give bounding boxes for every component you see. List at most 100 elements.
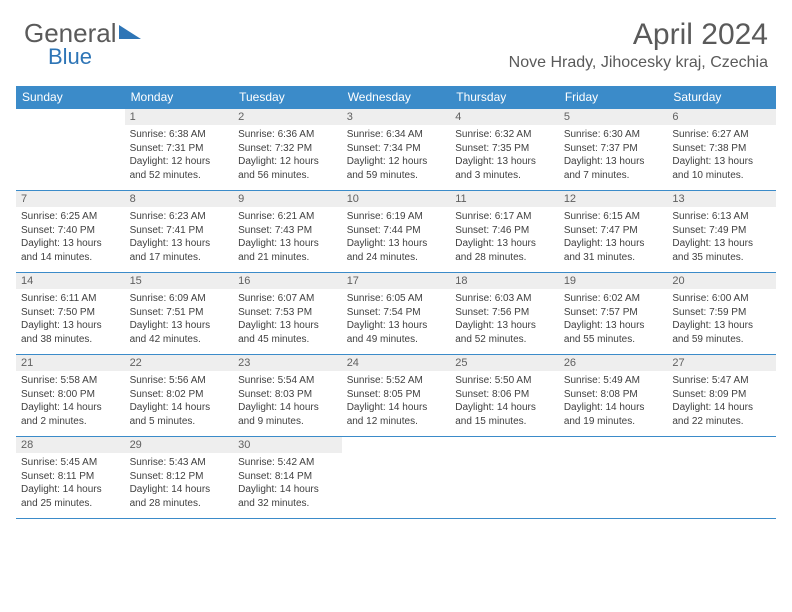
day-number: 25 xyxy=(450,355,559,371)
calendar-day-cell: 13Sunrise: 6:13 AMSunset: 7:49 PMDayligh… xyxy=(667,191,776,273)
calendar-day-cell: 28Sunrise: 5:45 AMSunset: 8:11 PMDayligh… xyxy=(16,437,125,519)
calendar-week-row: 1Sunrise: 6:38 AMSunset: 7:31 PMDaylight… xyxy=(16,109,776,191)
day-number: 5 xyxy=(559,109,668,125)
day-header: Thursday xyxy=(450,86,559,109)
day-details: Sunrise: 6:19 AMSunset: 7:44 PMDaylight:… xyxy=(342,207,451,272)
day-number: 19 xyxy=(559,273,668,289)
page-title: April 2024 xyxy=(509,18,768,52)
calendar-day-cell: 10Sunrise: 6:19 AMSunset: 7:44 PMDayligh… xyxy=(342,191,451,273)
day-number: 4 xyxy=(450,109,559,125)
header: General Blue April 2024 Nove Hrady, Jiho… xyxy=(0,0,792,80)
day-details: Sunrise: 5:58 AMSunset: 8:00 PMDaylight:… xyxy=(16,371,125,436)
day-details: Sunrise: 6:03 AMSunset: 7:56 PMDaylight:… xyxy=(450,289,559,354)
calendar-day-cell: 30Sunrise: 5:42 AMSunset: 8:14 PMDayligh… xyxy=(233,437,342,519)
calendar-week-row: 14Sunrise: 6:11 AMSunset: 7:50 PMDayligh… xyxy=(16,273,776,355)
calendar-day-cell: 29Sunrise: 5:43 AMSunset: 8:12 PMDayligh… xyxy=(125,437,234,519)
day-details: Sunrise: 6:23 AMSunset: 7:41 PMDaylight:… xyxy=(125,207,234,272)
calendar-day-cell: 11Sunrise: 6:17 AMSunset: 7:46 PMDayligh… xyxy=(450,191,559,273)
day-number: 22 xyxy=(125,355,234,371)
day-number: 8 xyxy=(125,191,234,207)
day-details: Sunrise: 6:17 AMSunset: 7:46 PMDaylight:… xyxy=(450,207,559,272)
calendar-day-cell: 25Sunrise: 5:50 AMSunset: 8:06 PMDayligh… xyxy=(450,355,559,437)
day-details: Sunrise: 5:52 AMSunset: 8:05 PMDaylight:… xyxy=(342,371,451,436)
day-details: Sunrise: 6:25 AMSunset: 7:40 PMDaylight:… xyxy=(16,207,125,272)
day-header: Saturday xyxy=(667,86,776,109)
calendar-day-cell: 3Sunrise: 6:34 AMSunset: 7:34 PMDaylight… xyxy=(342,109,451,191)
calendar-day-cell xyxy=(342,437,451,519)
calendar-day-cell: 5Sunrise: 6:30 AMSunset: 7:37 PMDaylight… xyxy=(559,109,668,191)
logo-triangle-icon xyxy=(119,25,141,39)
day-number: 29 xyxy=(125,437,234,453)
day-details: Sunrise: 5:49 AMSunset: 8:08 PMDaylight:… xyxy=(559,371,668,436)
calendar-body: 1Sunrise: 6:38 AMSunset: 7:31 PMDaylight… xyxy=(16,109,776,519)
calendar-day-cell: 17Sunrise: 6:05 AMSunset: 7:54 PMDayligh… xyxy=(342,273,451,355)
calendar-day-cell: 24Sunrise: 5:52 AMSunset: 8:05 PMDayligh… xyxy=(342,355,451,437)
day-number: 28 xyxy=(16,437,125,453)
calendar-week-row: 28Sunrise: 5:45 AMSunset: 8:11 PMDayligh… xyxy=(16,437,776,519)
day-details: Sunrise: 6:36 AMSunset: 7:32 PMDaylight:… xyxy=(233,125,342,190)
day-number: 15 xyxy=(125,273,234,289)
day-details: Sunrise: 6:11 AMSunset: 7:50 PMDaylight:… xyxy=(16,289,125,354)
day-details: Sunrise: 6:02 AMSunset: 7:57 PMDaylight:… xyxy=(559,289,668,354)
calendar-week-row: 21Sunrise: 5:58 AMSunset: 8:00 PMDayligh… xyxy=(16,355,776,437)
day-details: Sunrise: 6:27 AMSunset: 7:38 PMDaylight:… xyxy=(667,125,776,190)
day-number: 13 xyxy=(667,191,776,207)
calendar-day-cell: 7Sunrise: 6:25 AMSunset: 7:40 PMDaylight… xyxy=(16,191,125,273)
calendar-day-cell xyxy=(16,109,125,191)
day-number: 12 xyxy=(559,191,668,207)
day-number: 27 xyxy=(667,355,776,371)
day-details: Sunrise: 6:00 AMSunset: 7:59 PMDaylight:… xyxy=(667,289,776,354)
calendar-day-cell: 16Sunrise: 6:07 AMSunset: 7:53 PMDayligh… xyxy=(233,273,342,355)
day-details: Sunrise: 6:09 AMSunset: 7:51 PMDaylight:… xyxy=(125,289,234,354)
day-number: 7 xyxy=(16,191,125,207)
day-details: Sunrise: 5:45 AMSunset: 8:11 PMDaylight:… xyxy=(16,453,125,518)
day-number: 26 xyxy=(559,355,668,371)
day-details: Sunrise: 5:42 AMSunset: 8:14 PMDaylight:… xyxy=(233,453,342,518)
day-number: 20 xyxy=(667,273,776,289)
page-subtitle: Nove Hrady, Jihocesky kraj, Czechia xyxy=(509,54,768,72)
title-block: April 2024 Nove Hrady, Jihocesky kraj, C… xyxy=(509,18,768,72)
day-details: Sunrise: 6:05 AMSunset: 7:54 PMDaylight:… xyxy=(342,289,451,354)
calendar-day-cell xyxy=(667,437,776,519)
calendar-day-cell: 6Sunrise: 6:27 AMSunset: 7:38 PMDaylight… xyxy=(667,109,776,191)
day-details: Sunrise: 5:56 AMSunset: 8:02 PMDaylight:… xyxy=(125,371,234,436)
day-header: Sunday xyxy=(16,86,125,109)
calendar-day-cell: 9Sunrise: 6:21 AMSunset: 7:43 PMDaylight… xyxy=(233,191,342,273)
calendar-day-cell: 2Sunrise: 6:36 AMSunset: 7:32 PMDaylight… xyxy=(233,109,342,191)
day-details: Sunrise: 6:21 AMSunset: 7:43 PMDaylight:… xyxy=(233,207,342,272)
day-number: 3 xyxy=(342,109,451,125)
day-details: Sunrise: 5:43 AMSunset: 8:12 PMDaylight:… xyxy=(125,453,234,518)
calendar-day-cell: 20Sunrise: 6:00 AMSunset: 7:59 PMDayligh… xyxy=(667,273,776,355)
calendar-day-cell: 12Sunrise: 6:15 AMSunset: 7:47 PMDayligh… xyxy=(559,191,668,273)
day-number: 10 xyxy=(342,191,451,207)
day-details: Sunrise: 6:38 AMSunset: 7:31 PMDaylight:… xyxy=(125,125,234,190)
logo-text-2: Blue xyxy=(48,44,92,70)
calendar-table: SundayMondayTuesdayWednesdayThursdayFrid… xyxy=(16,86,776,519)
calendar-day-cell xyxy=(559,437,668,519)
day-details: Sunrise: 6:07 AMSunset: 7:53 PMDaylight:… xyxy=(233,289,342,354)
calendar-day-cell: 22Sunrise: 5:56 AMSunset: 8:02 PMDayligh… xyxy=(125,355,234,437)
day-number: 9 xyxy=(233,191,342,207)
day-details: Sunrise: 6:13 AMSunset: 7:49 PMDaylight:… xyxy=(667,207,776,272)
day-header: Monday xyxy=(125,86,234,109)
day-header: Friday xyxy=(559,86,668,109)
day-number: 11 xyxy=(450,191,559,207)
calendar-day-cell: 19Sunrise: 6:02 AMSunset: 7:57 PMDayligh… xyxy=(559,273,668,355)
day-details: Sunrise: 6:32 AMSunset: 7:35 PMDaylight:… xyxy=(450,125,559,190)
day-number: 23 xyxy=(233,355,342,371)
calendar-day-cell: 15Sunrise: 6:09 AMSunset: 7:51 PMDayligh… xyxy=(125,273,234,355)
day-details: Sunrise: 5:50 AMSunset: 8:06 PMDaylight:… xyxy=(450,371,559,436)
day-header: Tuesday xyxy=(233,86,342,109)
day-number: 18 xyxy=(450,273,559,289)
day-details: Sunrise: 5:54 AMSunset: 8:03 PMDaylight:… xyxy=(233,371,342,436)
calendar-day-cell: 8Sunrise: 6:23 AMSunset: 7:41 PMDaylight… xyxy=(125,191,234,273)
day-number: 1 xyxy=(125,109,234,125)
day-number: 24 xyxy=(342,355,451,371)
calendar-day-cell: 23Sunrise: 5:54 AMSunset: 8:03 PMDayligh… xyxy=(233,355,342,437)
day-header: Wednesday xyxy=(342,86,451,109)
calendar-day-cell: 26Sunrise: 5:49 AMSunset: 8:08 PMDayligh… xyxy=(559,355,668,437)
day-details: Sunrise: 5:47 AMSunset: 8:09 PMDaylight:… xyxy=(667,371,776,436)
calendar-week-row: 7Sunrise: 6:25 AMSunset: 7:40 PMDaylight… xyxy=(16,191,776,273)
day-number: 21 xyxy=(16,355,125,371)
calendar-day-cell: 14Sunrise: 6:11 AMSunset: 7:50 PMDayligh… xyxy=(16,273,125,355)
